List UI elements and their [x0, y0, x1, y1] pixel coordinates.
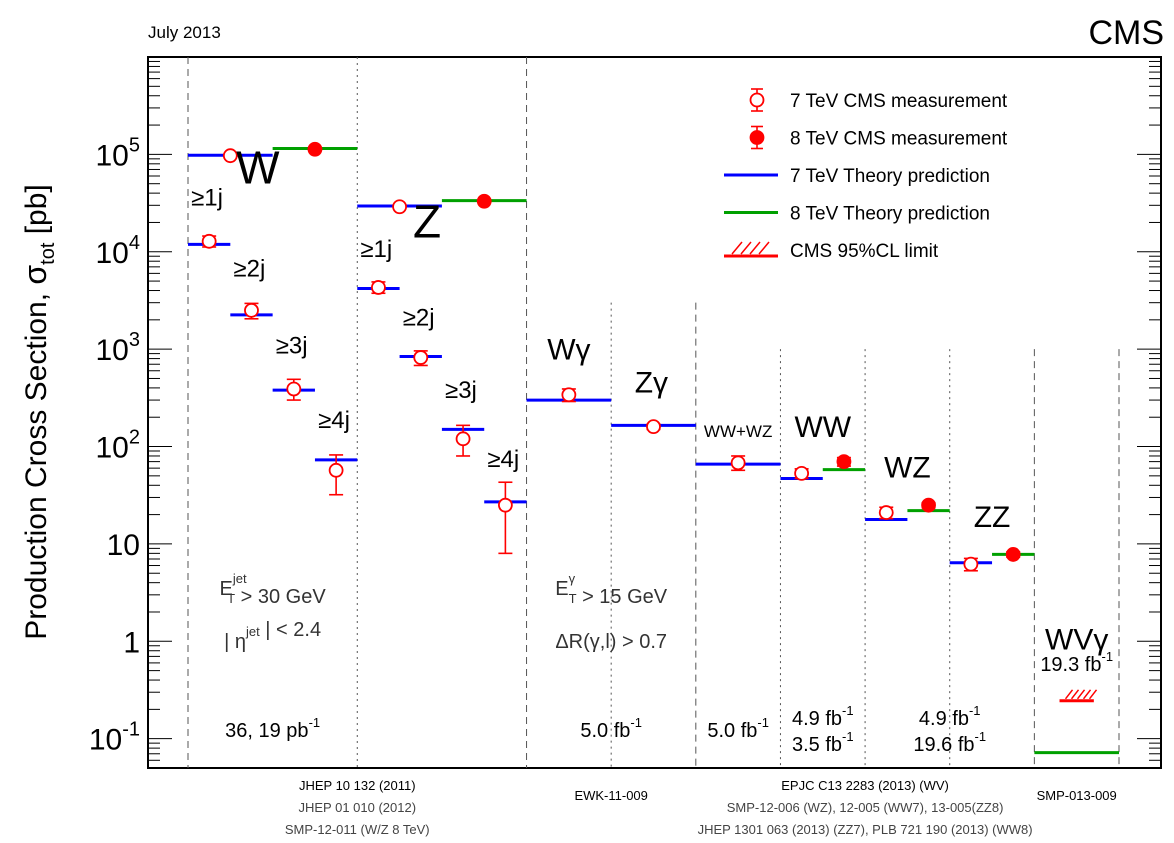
data-point-7tev: [878, 505, 894, 520]
data-point-8tev: [836, 454, 852, 470]
process-label: ZZ: [974, 501, 1011, 534]
plot-frame: [147, 56, 1162, 769]
reference-label: SMP-12-011 (W/Z 8 TeV): [285, 822, 430, 837]
legend-marker: [749, 92, 765, 108]
process-label: Wγ: [547, 334, 590, 367]
y-tick-label: 103: [96, 329, 141, 367]
legend-marker: [749, 130, 765, 145]
cut-note: | ηjet | < 2.4: [224, 619, 321, 653]
process-label: WW+WZ: [704, 422, 772, 441]
legend-label: 7 TeV CMS measurement: [790, 91, 1008, 112]
date-label: July 2013: [148, 23, 221, 42]
process-label: ≥1j: [191, 184, 223, 211]
data-point-7tev: [201, 233, 217, 249]
luminosity-label: 19.3 fb-1: [1040, 649, 1113, 676]
cut-note: Eγ T > 15 GeV: [555, 571, 668, 608]
y-tick-label: 102: [96, 427, 141, 465]
y-tick-label: 1: [123, 626, 140, 659]
data-point-7tev: [561, 387, 577, 403]
limit-hatch: [1076, 689, 1086, 700]
y-tick-label: 10-1: [89, 719, 140, 757]
process-label: W: [236, 142, 280, 194]
y-tick-label: 104: [96, 232, 141, 270]
y-axis-title: Production Cross Section, σtot [pb]: [17, 184, 59, 640]
limit-hatch: [1070, 689, 1080, 700]
y-tick-label: 10: [107, 529, 140, 562]
experiment-label: CMS: [1088, 14, 1164, 52]
data-point-7tev: [646, 419, 661, 435]
data-point-7tev: [455, 431, 471, 447]
data-point-7tev: [244, 302, 259, 318]
data-point-7tev: [392, 199, 407, 215]
legend-label: 7 TeV Theory prediction: [790, 166, 990, 187]
legend-label: 8 TeV CMS measurement: [790, 129, 1008, 150]
limit-hatch: [1064, 689, 1074, 700]
data-point-7tev: [222, 148, 238, 164]
process-label: ≥2j: [233, 255, 265, 282]
legend-hatch: [731, 241, 743, 255]
luminosity-label: 36, 19 pb-1: [225, 715, 320, 742]
data-point-7tev: [794, 465, 810, 481]
reference-label: JHEP 1301 063 (2013) (ZZ7), PLB 721 190 …: [698, 822, 1033, 837]
reference-label: SMP-013-009: [1037, 788, 1117, 803]
luminosity-label: 4.9 fb-1: [792, 703, 854, 730]
data-point-8tev: [307, 141, 323, 157]
data-point-7tev: [963, 556, 979, 572]
reference-label: JHEP 01 010 (2012): [298, 800, 416, 815]
data-point-8tev: [476, 193, 492, 209]
legend-hatch: [749, 241, 761, 255]
reference-label: JHEP 10 132 (2011): [299, 778, 416, 793]
cut-note: Ejet T > 30 GeV: [220, 571, 327, 608]
luminosity-label: 5.0 fb-1: [580, 715, 642, 742]
process-label: Zγ: [635, 366, 668, 399]
process-label: Z: [413, 196, 441, 248]
process-label: WVγ: [1045, 624, 1108, 657]
luminosity-label: 3.5 fb-1: [792, 729, 854, 756]
legend-hatch: [758, 241, 770, 255]
y-tick-label: 105: [96, 134, 141, 172]
plot-area: 10-1 1 10 102 103 104 105 Production Cross Sect…: [17, 56, 1162, 837]
process-label: ≥2j: [403, 304, 435, 331]
luminosity-label: 4.9 fb-1: [919, 703, 981, 730]
reference-label: SMP-12-006 (WZ), 12-005 (WW7), 13-005(ZZ…: [727, 800, 1004, 815]
data-point-7tev: [497, 497, 513, 513]
luminosity-label: 19.6 fb-1: [913, 729, 986, 756]
limit-hatch: [1088, 689, 1098, 700]
legend-label: CMS 95%CL limit: [790, 241, 939, 262]
process-label: ≥3j: [445, 377, 477, 404]
data-point-8tev: [921, 497, 936, 513]
data-point-7tev: [328, 462, 344, 478]
reference-label: EPJC C13 2283 (2013) (WV): [781, 778, 949, 793]
legend-label: 8 TeV Theory prediction: [790, 204, 990, 225]
data-point-7tev: [371, 280, 386, 295]
process-label: ≥3j: [276, 333, 308, 360]
process-label: ≥4j: [318, 407, 350, 434]
luminosity-label: 5.0 fb-1: [707, 715, 769, 742]
data-point-7tev: [730, 455, 746, 471]
process-label: WW: [794, 411, 851, 444]
cut-note: ΔR(γ,l) > 0.7: [555, 631, 667, 653]
process-label: WZ: [884, 452, 931, 485]
reference-label: EWK-11-009: [574, 788, 647, 803]
limit-hatch: [1082, 689, 1092, 700]
data-point-7tev: [286, 381, 302, 397]
legend-hatch: [740, 241, 752, 255]
data-point-7tev: [413, 350, 429, 365]
data-point-8tev: [1005, 547, 1021, 562]
process-label: ≥4j: [487, 446, 519, 473]
process-label: ≥1j: [360, 236, 392, 263]
